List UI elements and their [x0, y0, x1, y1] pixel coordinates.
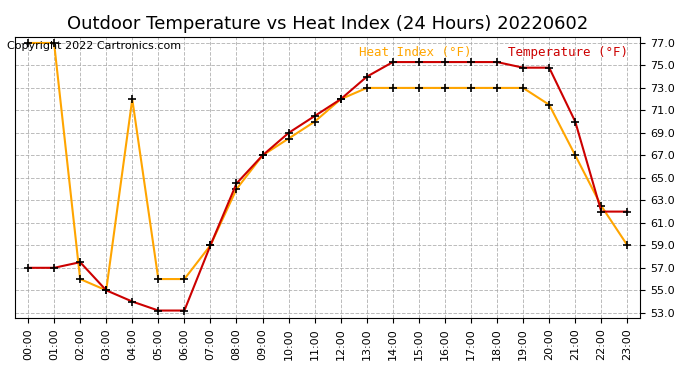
Text: Temperature (°F): Temperature (°F)	[508, 46, 628, 59]
Text: Heat Index (°F): Heat Index (°F)	[359, 46, 486, 59]
Text: Copyright 2022 Cartronics.com: Copyright 2022 Cartronics.com	[7, 41, 181, 51]
Title: Outdoor Temperature vs Heat Index (24 Hours) 20220602: Outdoor Temperature vs Heat Index (24 Ho…	[67, 15, 589, 33]
